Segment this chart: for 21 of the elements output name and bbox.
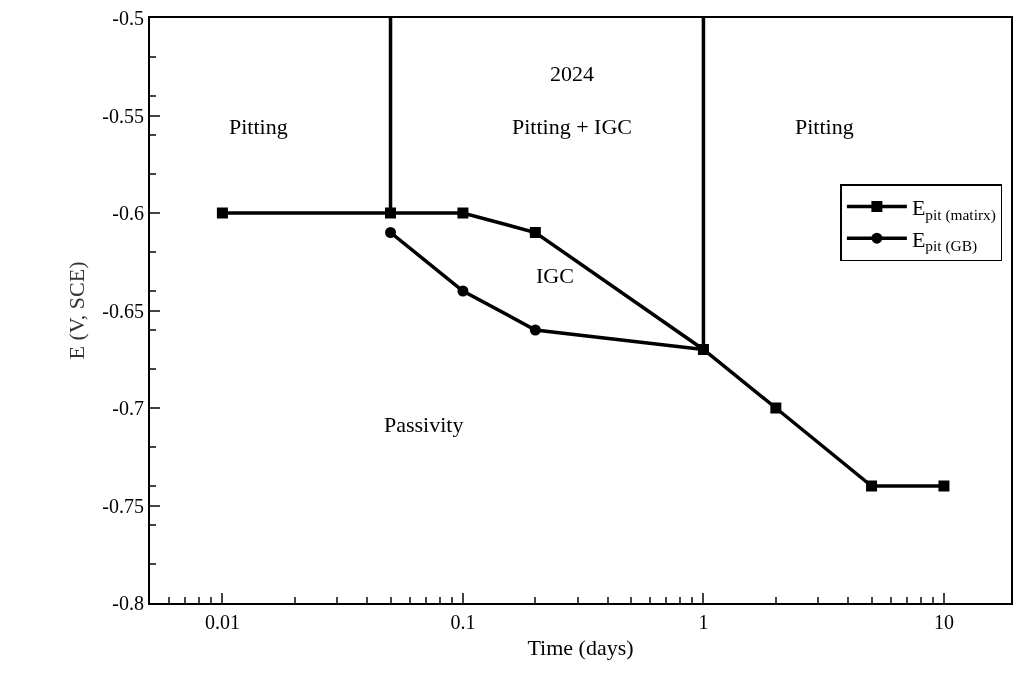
annotation: IGC — [536, 263, 574, 288]
y-tick-label: -0.65 — [102, 299, 144, 322]
annotation: 2024 — [550, 61, 594, 86]
legend-label: E$_{pit (GB)}$ — [911, 226, 978, 256]
y-axis-title: E (V, SCE) — [63, 261, 89, 360]
annotation: Pitting — [229, 114, 288, 139]
annotation: Pitting — [795, 114, 854, 139]
y-tick-label: -0.8 — [112, 592, 144, 614]
annotation: Passivity — [384, 412, 464, 437]
x-axis-title: Time (days) — [527, 635, 634, 661]
y-tick-label: -0.55 — [102, 104, 144, 127]
y-tick-label: -0.7 — [112, 397, 144, 419]
x-tick-label: 0.1 — [450, 611, 476, 633]
annotation: Pitting + IGC — [512, 114, 632, 139]
y-tick-label: -0.75 — [102, 494, 144, 517]
y-tick-label: -0.5 — [112, 7, 144, 29]
y-tick-label: -0.6 — [112, 202, 144, 224]
legend-label: E$_{pit (matirx)}$ — [911, 195, 996, 224]
x-tick-label: 1 — [698, 611, 709, 633]
x-tick-label: 10 — [933, 611, 954, 633]
x-tick-label: 0.01 — [204, 611, 240, 633]
